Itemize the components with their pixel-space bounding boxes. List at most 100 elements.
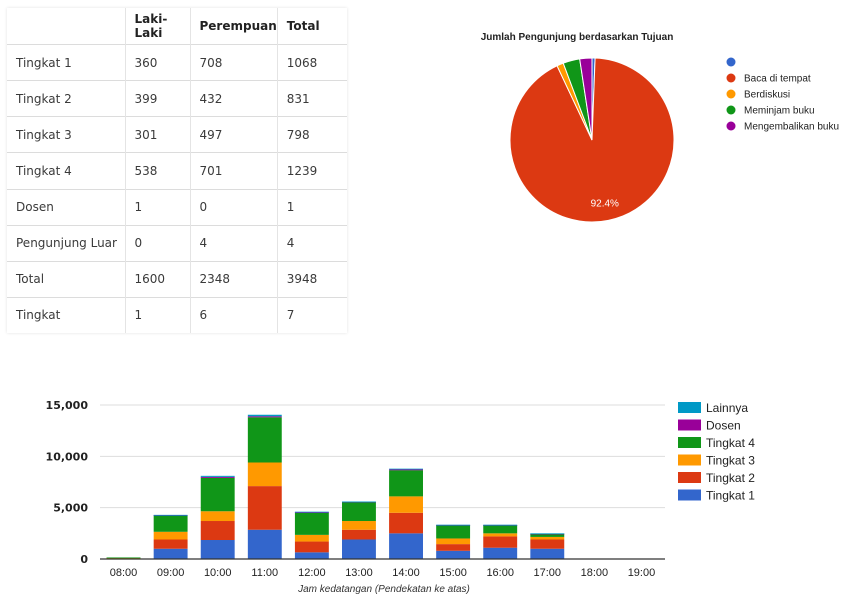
row-label: Tingkat 3 xyxy=(7,116,125,153)
legend-label: Dosen xyxy=(706,419,741,433)
bar-segment xyxy=(389,468,423,470)
bar-segment xyxy=(530,536,565,540)
bar-segment xyxy=(247,486,282,530)
cell-laki: 399 xyxy=(124,80,190,117)
cell-total: 1239 xyxy=(276,152,347,189)
legend-marker xyxy=(726,57,736,67)
cell-perempuan: 2348 xyxy=(189,260,278,298)
cell-total: 1 xyxy=(276,188,347,226)
x-tick-label: 15:00 xyxy=(439,567,467,579)
bar-segment xyxy=(200,511,235,522)
legend-swatch xyxy=(678,489,701,501)
bar-segment xyxy=(436,524,471,526)
bar-segment xyxy=(247,414,282,417)
bar-segment xyxy=(530,533,565,535)
cell-laki: 301 xyxy=(124,116,190,153)
bar-segment xyxy=(247,529,282,559)
legend-label: Mengembalikan buku xyxy=(744,122,839,133)
pie-slice-label: 92.4% xyxy=(591,199,619,210)
cell-perempuan: 708 xyxy=(189,43,278,81)
bar-legend: Lainnya Dosen Tingkat 4 Tingkat 3 Tingkat 2 T… xyxy=(678,401,755,503)
x-tick-label: 10:00 xyxy=(204,567,232,579)
y-tick-label: 0 xyxy=(80,553,88,566)
bar-segment xyxy=(294,534,329,542)
bar-segment xyxy=(389,470,423,497)
y-tick-label: 15,000 xyxy=(46,399,89,412)
bar-segment xyxy=(294,541,329,553)
header-cell-laki: Laki-Laki xyxy=(124,8,190,45)
bar-segment xyxy=(436,538,471,545)
cell-laki: 1 xyxy=(124,188,190,226)
legend-swatch xyxy=(678,437,701,448)
bar-segment xyxy=(483,524,518,526)
bar-segment xyxy=(342,502,376,522)
bar-segment xyxy=(530,539,565,549)
bar-segment xyxy=(436,550,471,559)
cell-perempuan: 0 xyxy=(189,188,278,226)
bar-segment xyxy=(153,548,188,559)
row-label: Tingkat 1 xyxy=(7,43,125,81)
header-cell-label xyxy=(7,8,125,45)
bar-segment xyxy=(389,512,423,534)
row-label: Pengunjung Luar xyxy=(7,224,125,262)
bar-segment xyxy=(153,515,188,532)
legend-label: Baca di tempat xyxy=(744,74,811,85)
cell-total: 3948 xyxy=(276,260,347,298)
cell-perempuan: 497 xyxy=(189,116,278,153)
bar-segment xyxy=(247,417,282,463)
x-tick-label: 17:00 xyxy=(534,567,562,579)
legend-marker xyxy=(726,105,736,115)
table-row: Tingkat 1 6 7 xyxy=(7,296,347,333)
legend-label: Tingkat 3 xyxy=(706,454,755,468)
x-tick-label: 18:00 xyxy=(581,567,609,579)
x-tick-label: 09:00 xyxy=(157,567,185,579)
bar-segment xyxy=(153,531,188,540)
table-row: Tingkat 1 360 708 1068 xyxy=(7,43,347,81)
pie-slice xyxy=(579,57,593,141)
legend-label: Tingkat 4 xyxy=(706,436,755,450)
x-tick-label: 13:00 xyxy=(345,567,373,579)
pie-slices: 92.4% xyxy=(509,57,675,223)
header-cell-total: Total xyxy=(276,8,347,45)
row-label: Tingkat xyxy=(7,296,125,333)
bar-segment xyxy=(483,547,518,559)
table-row: Tingkat 2 399 432 831 xyxy=(7,80,347,117)
table-row: Pengunjung Luar 0 4 4 xyxy=(7,224,347,262)
cell-laki: 0 xyxy=(124,224,190,262)
legend-swatch xyxy=(678,419,701,431)
pie-title: Jumlah Pengunjung berdasarkan Tujuan xyxy=(481,32,674,43)
cell-total: 798 xyxy=(276,116,347,153)
x-tick-label: 19:00 xyxy=(628,567,656,579)
cell-laki: 1600 xyxy=(124,260,190,298)
x-tick-label: 16:00 xyxy=(486,567,514,579)
bar-segment xyxy=(342,501,376,503)
table-row: Dosen 1 0 1 xyxy=(7,188,347,226)
cell-total: 1068 xyxy=(276,43,347,81)
header-cell-perempuan: Perempuan xyxy=(189,8,278,45)
bar-grid xyxy=(100,404,665,509)
row-label: Tingkat 2 xyxy=(7,80,125,117)
cell-perempuan: 6 xyxy=(189,296,278,333)
legend-label: Berdiskusi xyxy=(744,90,790,101)
bar-segment xyxy=(294,511,329,513)
bar-segment xyxy=(483,525,518,534)
x-tick-label: 11:00 xyxy=(251,567,278,579)
table-header-row: Laki-Laki Perempuan Total xyxy=(7,8,347,45)
bar-segment xyxy=(389,533,423,559)
y-tick-label: 10,000 xyxy=(46,450,89,463)
bar-segment xyxy=(106,557,141,559)
table-row: Total 1600 2348 3948 xyxy=(7,260,347,298)
bar-segment xyxy=(530,533,565,537)
bar-segment xyxy=(294,512,329,535)
bar-segment xyxy=(247,462,282,487)
legend-marker xyxy=(726,73,736,83)
bar-segment xyxy=(200,476,235,478)
cell-laki: 538 xyxy=(124,152,190,189)
bar-segment xyxy=(294,512,329,513)
legend-swatch xyxy=(678,454,701,466)
x-axis-title: Jam kedatangan (Pendekatan ke atas) xyxy=(297,584,470,595)
cell-total: 4 xyxy=(276,224,347,262)
table-row: Tingkat 3 301 497 798 xyxy=(7,116,347,153)
legend-marker xyxy=(726,121,736,131)
bar-segment xyxy=(389,496,423,513)
